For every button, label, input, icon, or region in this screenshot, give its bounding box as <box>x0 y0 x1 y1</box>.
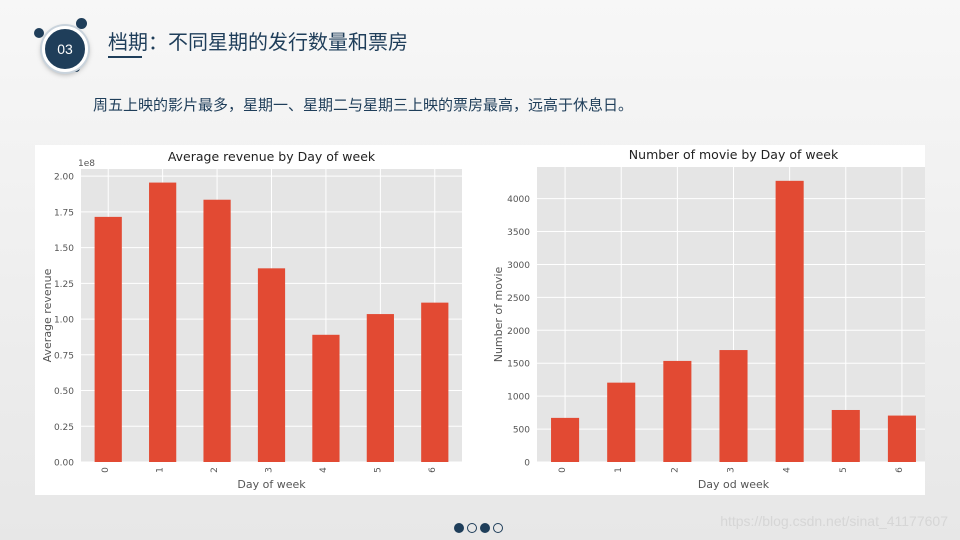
y-tick-label: 1000 <box>507 393 530 403</box>
y-tick-label: 4000 <box>507 195 530 205</box>
revenue-chart: 0.00 0.25 0.50 0.75 1.00 1.25 1.50 1.75 2.00 0 1 2 3… <box>41 149 462 491</box>
y-tick-label: 0.75 <box>54 351 74 361</box>
y-tick-label: 0.25 <box>54 423 74 433</box>
chart-title: Average revenue by Day of week <box>168 149 376 164</box>
y-tick-label: 1500 <box>507 360 530 370</box>
x-tick-label: 6 <box>895 467 905 473</box>
bar <box>607 382 636 462</box>
x-tick-label: 5 <box>839 467 849 473</box>
bar <box>94 216 122 462</box>
y-tick-label: 3000 <box>507 261 530 271</box>
bar <box>421 302 449 462</box>
y-tick-label: 2500 <box>507 294 530 304</box>
pager-dot[interactable] <box>480 523 490 533</box>
section-badge: 03 <box>34 18 90 74</box>
y-axis-label: Average revenue <box>41 268 54 362</box>
x-tick-label: 5 <box>373 467 383 473</box>
x-tick-label: 6 <box>428 467 438 473</box>
x-tick-label: 1 <box>156 467 166 473</box>
x-tick-label: 4 <box>783 467 793 473</box>
bar <box>203 199 231 463</box>
y-tick-label: 500 <box>513 426 530 436</box>
x-tick-label: 1 <box>614 467 624 473</box>
y-tick-label: 2.00 <box>54 173 74 183</box>
x-tick-label: 2 <box>210 467 220 473</box>
pager-dot[interactable] <box>493 523 503 533</box>
bar <box>551 417 580 462</box>
slide-pager[interactable] <box>454 523 503 533</box>
watermark: https://blog.csdn.net/sinat_41177607 <box>720 513 948 529</box>
bar <box>663 360 692 462</box>
y-scale-note: 1e8 <box>78 159 95 169</box>
x-axis-label: Day of week <box>237 478 306 491</box>
chart-panel: 0.00 0.25 0.50 0.75 1.00 1.25 1.50 1.75 2.00 0 1 2 3… <box>35 145 925 495</box>
bar <box>257 268 286 462</box>
y-tick-label: 2000 <box>507 327 530 337</box>
x-tick-label: 2 <box>670 467 680 473</box>
pager-dot[interactable] <box>467 523 477 533</box>
badge-number: 03 <box>42 26 88 72</box>
badge-dot <box>34 28 44 38</box>
bar <box>831 409 860 462</box>
x-tick-label: 3 <box>727 467 737 473</box>
y-axis-label: Number of movie <box>492 266 505 362</box>
chart-title: Number of movie by Day of week <box>629 147 839 162</box>
bar <box>366 314 394 462</box>
bar <box>775 180 804 462</box>
y-tick-label: 1.25 <box>54 280 74 290</box>
y-tick-label: 1.50 <box>54 244 74 254</box>
bar <box>312 334 340 462</box>
x-tick-label: 3 <box>265 467 275 473</box>
badge-dot <box>76 18 87 29</box>
title-underline <box>108 56 142 58</box>
slide-subtitle: 周五上映的影片最多，星期一、星期二与星期三上映的票房最高，远高于休息日。 <box>93 96 634 114</box>
y-tick-label: 0 <box>524 459 530 469</box>
movie-count-chart: 0 500 1000 1500 2000 2500 3000 3500 4000 0 1 2 3 4 5 6 N… <box>492 147 925 491</box>
y-tick-label: 1.75 <box>54 208 74 218</box>
x-tick-label: 4 <box>319 467 329 473</box>
y-tick-label: 0.00 <box>54 459 74 469</box>
x-tick-label: 0 <box>101 467 111 473</box>
pager-dot[interactable] <box>454 523 464 533</box>
y-tick-label: 1.00 <box>54 316 74 326</box>
bar <box>887 415 916 462</box>
slide-title: 档期：不同星期的发行数量和票房 <box>108 30 408 54</box>
bar <box>149 182 177 462</box>
y-tick-label: 0.50 <box>54 387 74 397</box>
x-tick-label: 0 <box>558 467 568 473</box>
x-axis-label: Day od week <box>698 478 770 491</box>
bar <box>719 350 748 462</box>
y-tick-label: 3500 <box>507 228 530 238</box>
